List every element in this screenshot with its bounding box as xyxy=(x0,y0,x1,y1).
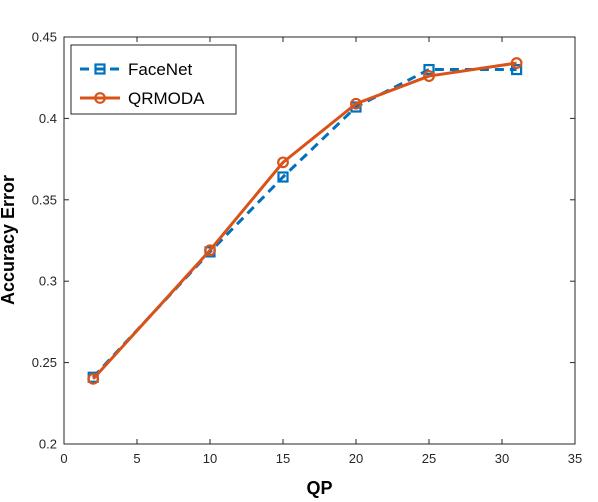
data-point-facenet-4 xyxy=(423,63,435,76)
series-layer xyxy=(87,57,523,385)
y-tick-label-2: 0.3 xyxy=(39,274,57,289)
x-tick-label-1: 5 xyxy=(133,451,140,466)
x-tick-label-5: 25 xyxy=(422,451,436,466)
legend-marker-facenet xyxy=(94,63,106,75)
y-tick-label-0: 0.2 xyxy=(39,437,57,452)
data-point-facenet-5 xyxy=(510,63,523,76)
legend-label-facenet: FaceNet xyxy=(128,60,193,79)
y-tick-label-1: 0.25 xyxy=(32,355,57,370)
x-tick-label-4: 20 xyxy=(349,451,363,466)
x-tick-label-0: 0 xyxy=(60,451,67,466)
data-point-qrmoda-5 xyxy=(510,57,523,69)
data-point-facenet-2 xyxy=(277,171,289,183)
data-point-qrmoda-0 xyxy=(87,372,100,385)
axes-box xyxy=(63,36,576,445)
legend-marker-qrmoda xyxy=(94,92,106,104)
legend: FaceNet QRMODA xyxy=(70,44,237,115)
data-point-qrmoda-2 xyxy=(277,156,289,169)
y-tick-label-4: 0.4 xyxy=(39,111,57,126)
x-tick-label-2: 10 xyxy=(203,451,217,466)
x-tick-label-3: 15 xyxy=(276,451,290,466)
y-tick-label-5: 0.45 xyxy=(32,30,57,45)
legend-label-qrmoda: QRMODA xyxy=(128,89,205,108)
y-axis-label: Accuracy Error xyxy=(0,175,18,305)
x-axis-label: QP xyxy=(306,478,332,498)
x-tick-label-7: 35 xyxy=(568,451,582,466)
axes-layer: 0 5 10 15 20 25 30 35 0.2 0.25 0.3 0.35 0.4 0.45 xyxy=(32,30,583,467)
x-tick-label-6: 30 xyxy=(495,451,509,466)
data-point-qrmoda-1 xyxy=(204,244,216,257)
data-point-qrmoda-4 xyxy=(423,70,435,82)
series-line-qrmoda xyxy=(92,61,517,380)
data-point-qrmoda-3 xyxy=(350,97,362,110)
y-tick-label-3: 0.35 xyxy=(32,192,57,207)
